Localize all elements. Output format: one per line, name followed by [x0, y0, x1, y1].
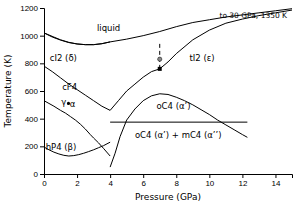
annotations: liquid cI2 (δ) cF4 γα hP4 (β) tI2 (ε) oC4 (α’)… [46, 11, 288, 152]
phase-label: oC4 (α’) + mC4 (α’’) [135, 130, 222, 140]
axis-line [40, 9, 45, 175]
tick: 1200 [20, 4, 44, 13]
tick: 0 [34, 170, 44, 179]
y-axis-title: Temperature (K) [3, 55, 13, 129]
boundary-line [159, 41, 160, 69]
axis-line [45, 175, 293, 179]
tick-label: 400 [25, 115, 39, 124]
phase-label: liquid [97, 23, 120, 33]
tick-label: 2 [75, 179, 80, 188]
tick-mark [40, 146, 44, 147]
tick-label: 0 [34, 170, 39, 179]
tick-label: 12 [238, 179, 247, 188]
phase-label: oC4 (α’) [156, 101, 190, 111]
phase-label: tI2 (ε) [189, 53, 214, 63]
tick-mark [242, 174, 243, 178]
tick-mark [40, 119, 44, 120]
x-axis: 0 2 4 6 8 10 12 14 [42, 174, 292, 188]
tick-mark [40, 63, 44, 64]
tick: 14 [272, 174, 281, 188]
tick: 10 [205, 174, 214, 188]
phase-label: hP4 (β) [46, 142, 77, 152]
tick-mark [40, 36, 44, 37]
tick-mark [209, 174, 210, 178]
x-axis-title: Pressure (GPa) [135, 192, 201, 202]
tick: 12 [238, 174, 247, 188]
tick-label: 1200 [20, 4, 38, 13]
tick-label: 4 [108, 179, 113, 188]
boundary-line [44, 101, 110, 156]
marks [44, 9, 292, 167]
tick-label: 10 [205, 179, 214, 188]
boundary-line [44, 33, 110, 45]
tick-mark [110, 174, 111, 178]
point [158, 67, 162, 71]
tick-label: 200 [25, 142, 39, 151]
tick: 4 [108, 174, 113, 188]
point [158, 57, 162, 61]
tick-label: 800 [25, 59, 39, 68]
boundary-line [110, 122, 247, 123]
tick: 800 [25, 59, 44, 68]
chart: 0 2 4 6 8 10 12 14 0 200 400 600 800 1000 1200 Pressure… [0, 0, 300, 204]
tick: 1000 [20, 32, 44, 41]
tick-mark [275, 174, 276, 178]
phase-label: cF4 [62, 82, 77, 92]
y-axis: 0 200 400 600 800 1000 1200 [20, 4, 44, 179]
boundary-line [44, 66, 110, 110]
tick: 2 [75, 174, 80, 188]
tick-mark [77, 174, 78, 178]
tick-mark [176, 174, 177, 178]
tick-mark [40, 174, 44, 175]
tick: 200 [25, 142, 44, 151]
tick-label: 8 [175, 179, 180, 188]
note: to 30 GPa, 1350 K [219, 11, 288, 20]
tick-mark [143, 174, 144, 178]
boundary-line [110, 10, 292, 110]
boundary-line [44, 9, 292, 45]
tick-label: 0 [42, 179, 47, 188]
tick-mark [40, 91, 44, 92]
tick-label: 600 [25, 87, 39, 96]
tick-label: 1000 [20, 32, 38, 41]
boundary-line [44, 142, 110, 156]
tick-label: 14 [272, 179, 281, 188]
plot: 0 2 4 6 8 10 12 14 0 200 400 600 800 1000 1200 Pressure… [3, 4, 292, 202]
tick: 400 [25, 115, 44, 124]
tick-label: 6 [141, 179, 146, 188]
tick: 8 [175, 174, 180, 188]
tick-mark [40, 8, 44, 9]
tick: 0 [42, 174, 47, 188]
phase-label: cI2 (δ) [50, 53, 77, 63]
tick: 600 [25, 87, 44, 96]
phase-label: γ [61, 97, 66, 107]
phase-label: α [70, 99, 76, 109]
tick: 6 [141, 174, 146, 188]
boundary-line [110, 94, 247, 167]
